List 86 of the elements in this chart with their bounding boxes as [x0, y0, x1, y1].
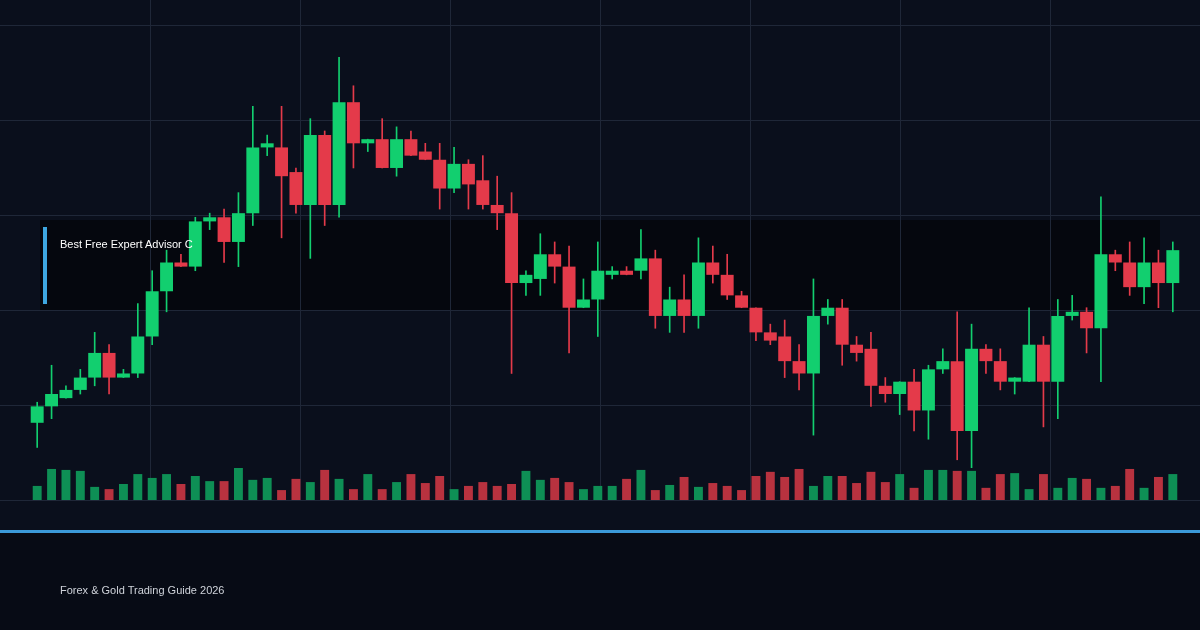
- bar: [909, 487, 919, 500]
- bar: [981, 487, 991, 500]
- candlestick: [1065, 295, 1079, 321]
- bar: [1125, 468, 1135, 500]
- bar: [564, 482, 574, 500]
- bar: [679, 476, 689, 500]
- bar: [47, 468, 57, 500]
- bar: [938, 469, 948, 500]
- bar: [794, 468, 804, 500]
- candlestick: [260, 134, 274, 156]
- bar: [61, 469, 71, 500]
- bar: [406, 474, 416, 500]
- bar: [435, 476, 445, 500]
- bar: [765, 471, 775, 500]
- bar: [104, 489, 114, 500]
- bar: [248, 479, 258, 500]
- bar: [622, 478, 632, 500]
- bar: [334, 478, 344, 500]
- bar: [1110, 485, 1120, 500]
- candlestick: [1008, 377, 1022, 395]
- text: Forex & Gold Trading Guide 2026: [60, 584, 225, 596]
- bar: [852, 483, 862, 500]
- bar: [1024, 489, 1034, 500]
- bar: [521, 470, 531, 500]
- bar: [463, 485, 473, 500]
- bar: [1168, 474, 1178, 500]
- bar: [219, 481, 229, 500]
- bar: [823, 476, 833, 500]
- bar: [1067, 477, 1077, 500]
- candlestick: [203, 212, 217, 230]
- bar: [262, 477, 272, 500]
- bar: [277, 490, 287, 500]
- bar: [190, 476, 200, 500]
- bar: [780, 476, 790, 500]
- bar: [305, 482, 315, 500]
- bar: [133, 474, 143, 500]
- bar: [320, 469, 330, 500]
- bar: [708, 483, 718, 500]
- bar: [751, 476, 761, 500]
- bar: [1053, 487, 1063, 500]
- bar: [147, 477, 157, 500]
- bar: [1082, 478, 1092, 500]
- bar: [233, 468, 243, 500]
- bar: [578, 489, 588, 500]
- bar: [895, 474, 905, 500]
- bar: [650, 490, 660, 500]
- bar: [722, 485, 732, 500]
- bar: [737, 490, 747, 500]
- bar: [75, 470, 85, 500]
- bar: [291, 478, 301, 500]
- bar: [32, 485, 42, 500]
- bar: [348, 489, 358, 500]
- bar: [377, 489, 387, 500]
- bar: [837, 476, 847, 500]
- bar: [205, 481, 215, 500]
- bar: [995, 474, 1005, 500]
- bar: [880, 482, 890, 500]
- candlestick: [490, 175, 504, 230]
- bar: [1153, 476, 1163, 500]
- bar: [693, 486, 703, 500]
- bar: [967, 470, 977, 500]
- bar: [1038, 474, 1048, 500]
- bar: [1139, 487, 1149, 500]
- bar: [550, 477, 560, 500]
- bar: [665, 484, 675, 500]
- bar: [593, 485, 603, 500]
- bar: [808, 485, 818, 500]
- bar: [176, 484, 186, 500]
- bar: [923, 469, 933, 500]
- bar: [478, 482, 488, 500]
- bar: [392, 482, 402, 500]
- bar: [90, 486, 100, 500]
- bar: [952, 470, 962, 500]
- bar: [162, 474, 172, 500]
- bar: [363, 474, 373, 500]
- bar: [420, 483, 430, 500]
- bar: [607, 485, 617, 500]
- bar: [866, 471, 876, 500]
- bar: [1010, 473, 1020, 500]
- bar: [507, 484, 517, 500]
- bar: [449, 489, 459, 500]
- bar: [636, 469, 646, 500]
- bar: [118, 484, 128, 500]
- bar: [492, 485, 502, 500]
- bar: [1096, 487, 1106, 500]
- bar: [535, 479, 545, 500]
